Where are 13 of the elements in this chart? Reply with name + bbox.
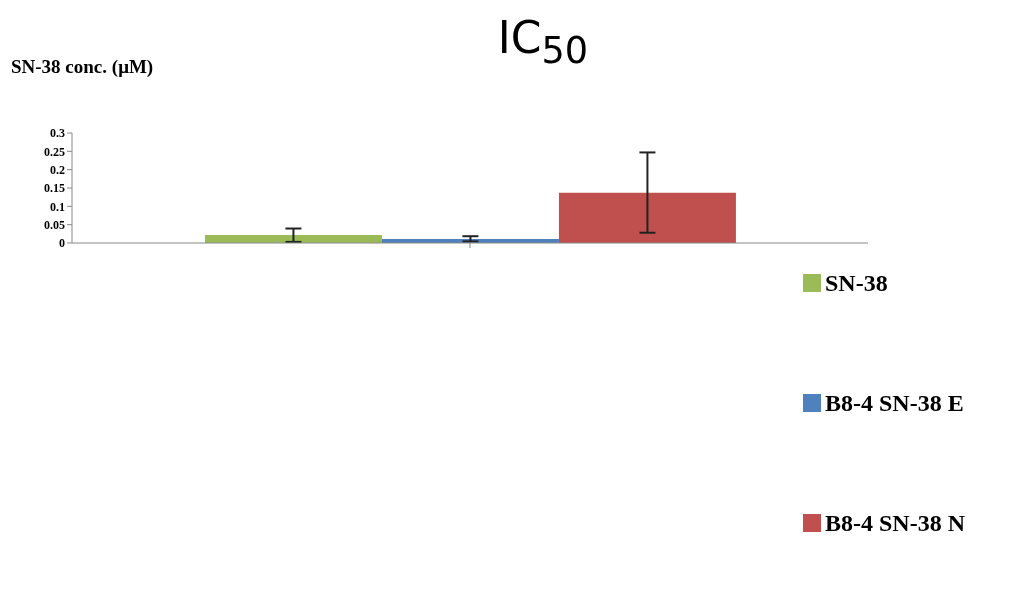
y-tick-label: 0.2 [50, 162, 65, 177]
y-tick-label: 0.15 [44, 181, 65, 196]
legend-label: B8-4 SN-38 N [825, 509, 966, 537]
legend-label: SN-38 [825, 269, 888, 297]
y-tick-label: 0.05 [44, 217, 65, 232]
y-tick-label: 0.25 [44, 144, 65, 159]
chart-title: IC$_{50}$ [497, 12, 589, 72]
y-tick-label: 0 [59, 236, 65, 251]
y-tick-label: 0.1 [50, 199, 65, 214]
y-axis-title: SN-38 conc. (μM) [11, 56, 154, 78]
bar [558, 192, 736, 243]
y-tick-label: 0.3 [50, 126, 65, 141]
legend-label: B8-4 SN-38 E [825, 389, 964, 417]
